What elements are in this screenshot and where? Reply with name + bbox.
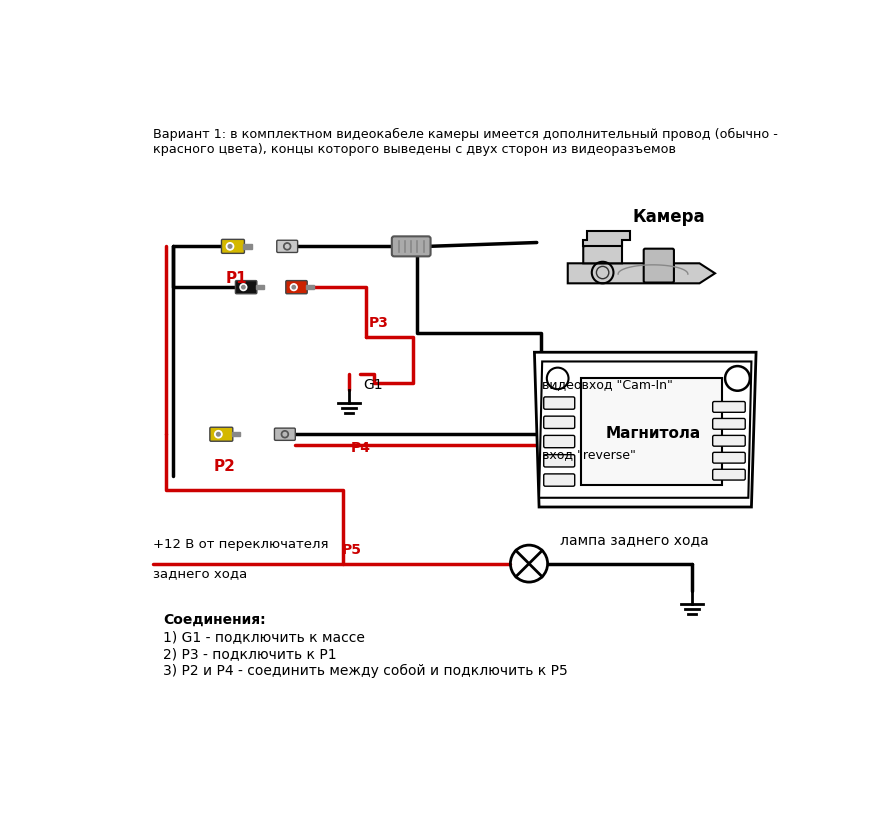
Text: 3) Р2 и Р4 - соединить между собой и подключить к Р5: 3) Р2 и Р4 - соединить между собой и под…: [164, 663, 568, 678]
Bar: [581, 378, 722, 485]
Bar: [255, 285, 263, 289]
Bar: [306, 285, 314, 289]
FancyBboxPatch shape: [210, 427, 232, 441]
FancyBboxPatch shape: [392, 236, 431, 256]
Circle shape: [281, 431, 288, 438]
Text: красного цвета), концы которого выведены с двух сторон из видеоразъемов: красного цвета), концы которого выведены…: [153, 143, 676, 156]
Circle shape: [286, 245, 289, 248]
Text: видеовход "Cam-In": видеовход "Cam-In": [542, 378, 673, 392]
Text: +12 В от переключателя: +12 В от переключателя: [153, 539, 329, 551]
FancyBboxPatch shape: [713, 470, 745, 480]
Text: лампа заднего хода: лампа заднего хода: [560, 534, 709, 548]
Text: Соединения:: Соединения:: [164, 613, 266, 627]
FancyBboxPatch shape: [544, 435, 575, 447]
Circle shape: [284, 243, 291, 250]
FancyBboxPatch shape: [235, 281, 257, 294]
Circle shape: [217, 433, 220, 436]
FancyBboxPatch shape: [713, 452, 745, 463]
Circle shape: [228, 245, 232, 248]
FancyBboxPatch shape: [713, 401, 745, 412]
Text: 2) Р3 - подключить к Р1: 2) Р3 - подключить к Р1: [164, 647, 337, 661]
FancyBboxPatch shape: [544, 474, 575, 486]
Bar: [243, 244, 252, 249]
FancyBboxPatch shape: [277, 241, 298, 253]
Text: P5: P5: [341, 543, 362, 557]
FancyBboxPatch shape: [544, 397, 575, 409]
Circle shape: [241, 286, 245, 289]
Circle shape: [290, 284, 297, 291]
Polygon shape: [583, 231, 629, 246]
Polygon shape: [568, 264, 715, 283]
Text: Камера: Камера: [632, 208, 705, 226]
FancyBboxPatch shape: [222, 240, 244, 254]
Polygon shape: [535, 352, 756, 507]
Polygon shape: [539, 361, 751, 498]
Text: 1) G1 - подключить к массе: 1) G1 - подключить к массе: [164, 630, 365, 644]
Text: P4: P4: [351, 441, 370, 455]
FancyBboxPatch shape: [713, 435, 745, 446]
FancyBboxPatch shape: [544, 455, 575, 467]
Text: вход "reverse": вход "reverse": [542, 447, 636, 461]
Text: P1: P1: [225, 271, 247, 286]
Text: заднего хода: заднего хода: [153, 566, 248, 580]
Circle shape: [283, 433, 286, 436]
Polygon shape: [583, 241, 622, 264]
Bar: [232, 432, 240, 437]
Circle shape: [226, 243, 233, 250]
FancyBboxPatch shape: [274, 428, 295, 440]
Text: P2: P2: [214, 459, 235, 474]
Circle shape: [215, 430, 222, 438]
Text: P3: P3: [369, 316, 388, 330]
Text: Вариант 1: в комплектном видеокабеле камеры имеется дополнительный провод (обычн: Вариант 1: в комплектном видеокабеле кам…: [153, 128, 778, 141]
FancyBboxPatch shape: [544, 416, 575, 429]
FancyBboxPatch shape: [286, 281, 308, 294]
Circle shape: [240, 284, 247, 291]
FancyBboxPatch shape: [713, 419, 745, 429]
Text: Магнитола: Магнитола: [606, 426, 701, 441]
FancyBboxPatch shape: [644, 249, 674, 282]
Circle shape: [292, 286, 295, 289]
Text: G1: G1: [363, 378, 383, 392]
